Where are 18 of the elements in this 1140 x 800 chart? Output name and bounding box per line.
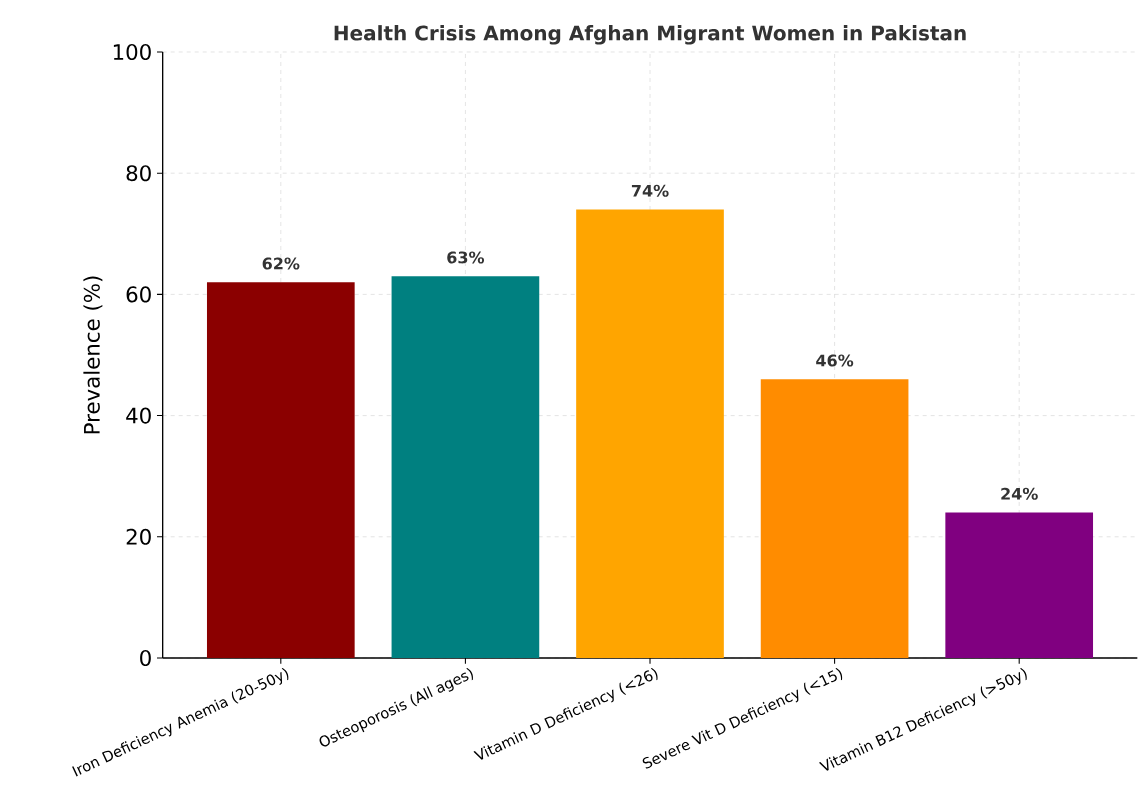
- y-tick-label: 0: [140, 649, 151, 667]
- y-tick-label: 20: [126, 528, 151, 545]
- y-tick-label: 60: [126, 286, 151, 303]
- bar: [576, 209, 724, 658]
- data-label: 62%: [262, 257, 300, 270]
- y-tick-label: 100: [113, 43, 151, 61]
- y-axis-title: Prevalence (%): [83, 276, 103, 434]
- data-label: 63%: [447, 251, 485, 264]
- bar: [760, 379, 909, 658]
- y-tick-label: 80: [126, 165, 151, 182]
- data-label: 46%: [816, 354, 854, 367]
- data-label: 74%: [631, 184, 669, 197]
- data-label: 24%: [1001, 487, 1038, 500]
- bar: [391, 276, 540, 658]
- chart-title: Health Crisis Among Afghan Migrant Women in Pakistan: [334, 25, 966, 45]
- bar: [206, 282, 355, 658]
- y-tick-label: 40: [126, 407, 151, 424]
- bar: [945, 512, 1094, 658]
